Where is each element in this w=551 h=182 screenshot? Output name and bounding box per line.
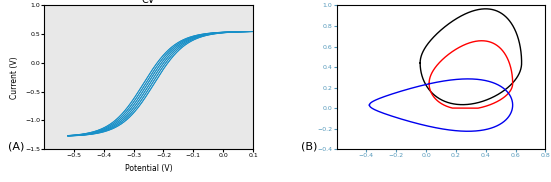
Title: CV: CV <box>142 0 155 5</box>
Y-axis label: Current (V): Current (V) <box>10 56 19 99</box>
X-axis label: Potential (V): Potential (V) <box>125 164 172 173</box>
Text: (A): (A) <box>8 141 25 151</box>
Text: (B): (B) <box>301 141 317 151</box>
